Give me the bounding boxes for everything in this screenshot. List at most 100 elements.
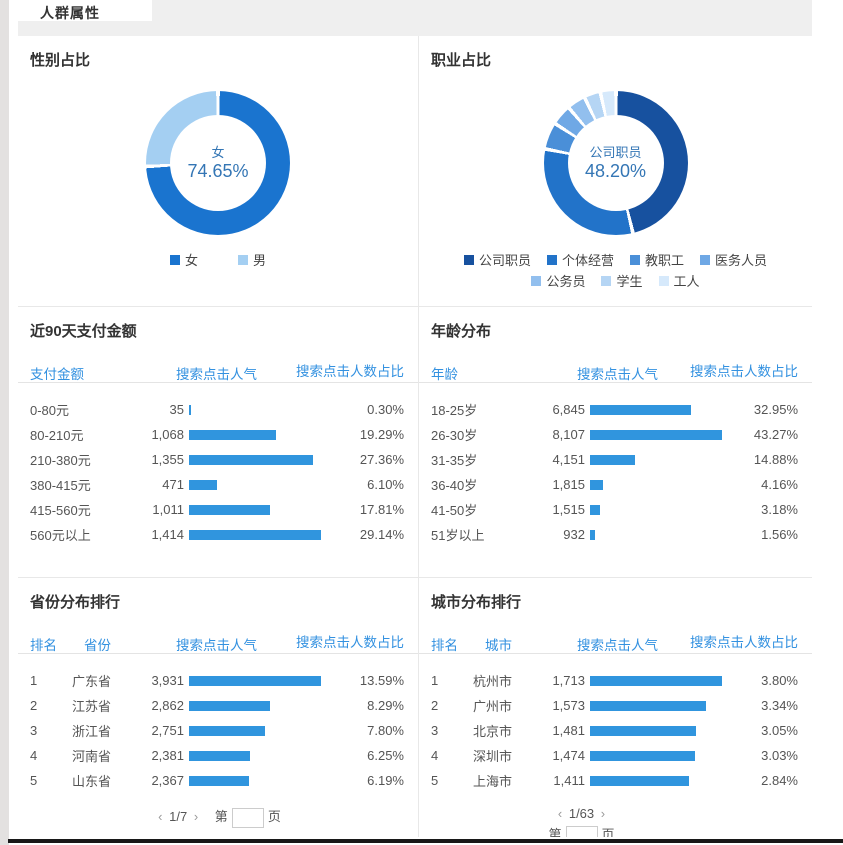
row-bar	[590, 700, 706, 711]
legend-swatch	[601, 275, 612, 286]
province-table-header: 排名 省份 搜索点击人气 搜索点击人数占比	[18, 632, 418, 668]
gender-center-label: 女	[211, 144, 225, 160]
row-percent: 3.03%	[761, 748, 798, 763]
column-header-percent: 搜索点击人数占比	[296, 635, 404, 650]
row-bar	[590, 725, 696, 736]
city-panel-title: 城市分布排行	[431, 594, 522, 611]
row-percent: 29.14%	[359, 527, 404, 542]
row-percent: 7.80%	[367, 723, 404, 738]
row-percent: 6.19%	[367, 773, 404, 788]
row-bar	[590, 429, 722, 440]
legend-swatch	[630, 254, 640, 265]
gender-donut-chart[interactable]: 女 74.65%	[146, 91, 290, 235]
legend-label: 男	[253, 253, 267, 268]
row-bar-track	[184, 775, 330, 786]
row-label: 36-40岁	[431, 478, 478, 493]
row-bar	[189, 404, 191, 415]
next-page-button[interactable]: ›	[600, 806, 606, 821]
row-value: 2,862	[151, 698, 184, 713]
city-table-header: 排名 城市 搜索点击人气 搜索点击人数占比	[419, 632, 812, 668]
table-row: 4 深圳市 1,474 3.03%	[419, 743, 812, 768]
column-header-popularity: 搜索点击人气	[577, 367, 658, 382]
legend-item[interactable]: 公务员	[531, 271, 585, 290]
row-bar	[189, 675, 321, 686]
column-header-city: 城市	[485, 638, 512, 653]
legend-swatch	[169, 254, 180, 265]
legend-item[interactable]: 女	[169, 250, 198, 269]
legend-item[interactable]: 医务人员	[700, 250, 767, 269]
prev-page-button[interactable]: ‹	[158, 809, 163, 824]
row-value: 1,011	[152, 502, 184, 517]
row-value: 35	[169, 402, 184, 417]
row-bar	[590, 504, 600, 515]
row-percent: 17.81%	[359, 502, 404, 517]
table-row: 18-25岁 6,845 32.95%	[419, 397, 812, 422]
table-row: 5 山东省 2,367 6.19%	[18, 768, 418, 793]
row-label: 18-25岁	[431, 403, 478, 418]
row-bar-track	[184, 479, 330, 490]
legend-item[interactable]: 男	[238, 250, 266, 269]
legend-item[interactable]: 个体经营	[546, 250, 614, 269]
age-panel: 年龄分布 年龄 搜索点击人气 搜索点击人数占比 18-25岁 6,845 32.95…	[418, 306, 812, 577]
next-page-button[interactable]: ›	[193, 809, 199, 824]
row-bar	[189, 725, 265, 736]
page-jump-input[interactable]	[231, 807, 264, 828]
occupation-donut-chart[interactable]: 公司职员 48.20%	[543, 91, 688, 235]
row-percent: 3.34%	[761, 698, 798, 713]
row-percent: 6.10%	[367, 477, 404, 492]
row-rank: 3	[30, 723, 38, 738]
row-rank: 2	[30, 698, 38, 713]
row-bar-track	[184, 529, 330, 540]
table-row: 80-210元 1,068 19.29%	[18, 422, 418, 447]
row-percent: 13.59%	[359, 673, 404, 688]
row-percent: 4.16%	[761, 477, 798, 492]
row-bar-track	[585, 725, 731, 736]
province-pagination: ‹ 1/7 › 第 页	[18, 806, 418, 828]
legend-item[interactable]: 公司职员	[463, 250, 531, 269]
row-value: 1,474	[552, 748, 585, 763]
row-label: 80-210元	[30, 428, 84, 443]
row-bar	[189, 700, 270, 711]
column-header-percent: 搜索点击人数占比	[296, 364, 404, 379]
table-row: 3 北京市 1,481 3.05%	[419, 718, 812, 743]
prev-page-button[interactable]: ‹	[557, 806, 563, 821]
row-rank: 1	[431, 673, 439, 688]
row-name: 深圳市	[473, 749, 513, 764]
table-row: 415-560元 1,011 17.81%	[18, 497, 418, 522]
table-row: 2 江苏省 2,862 8.29%	[18, 693, 418, 718]
row-name: 上海市	[473, 774, 513, 789]
legend-item[interactable]: 学生	[601, 271, 643, 290]
section-title: 人群属性	[40, 5, 100, 21]
table-row: 560元以上 1,414 29.14%	[18, 522, 418, 547]
row-name: 北京市	[473, 724, 513, 739]
table-row: 26-30岁 8,107 43.27%	[419, 422, 812, 447]
row-label: 31-35岁	[431, 453, 478, 468]
payment-panel: 近90天支付金额 支付金额 搜索点击人气 搜索点击人数占比 0-80元 35 0.3…	[18, 306, 418, 577]
row-bar-track	[184, 404, 330, 415]
legend-label: 工人	[673, 274, 700, 289]
legend-item[interactable]: 工人	[658, 271, 700, 290]
row-value: 1,414	[151, 527, 184, 542]
row-value: 8,107	[552, 427, 585, 442]
table-row: 51岁以上 932 1.56%	[419, 522, 812, 547]
table-row: 31-35岁 4,151 14.88%	[419, 447, 812, 472]
occupation-panel: 职业占比 公司职员 48.20% 公司职员 个体经营 教职工 医务人员 公务员 学生 工人	[418, 36, 812, 306]
row-bar	[189, 750, 250, 761]
row-value: 1,068	[151, 427, 184, 442]
row-value: 1,815	[552, 477, 585, 492]
legend-item[interactable]: 教职工	[630, 250, 684, 269]
column-header-age: 年龄	[431, 367, 458, 382]
row-bar	[590, 675, 722, 686]
payment-panel-title: 近90天支付金额	[30, 323, 137, 340]
row-bar-track	[585, 429, 731, 440]
page-jump-input[interactable]	[565, 825, 598, 837]
row-percent: 14.88%	[753, 452, 798, 467]
table-row: 36-40岁 1,815 4.16%	[419, 472, 812, 497]
column-header-popularity: 搜索点击人气	[176, 367, 257, 382]
page-left-gutter	[0, 0, 9, 845]
row-rank: 3	[431, 723, 439, 738]
column-header-province: 省份	[84, 638, 111, 653]
row-percent: 27.36%	[359, 452, 404, 467]
column-header-rank: 排名	[30, 638, 57, 653]
table-row: 1 杭州市 1,713 3.80%	[419, 668, 812, 693]
